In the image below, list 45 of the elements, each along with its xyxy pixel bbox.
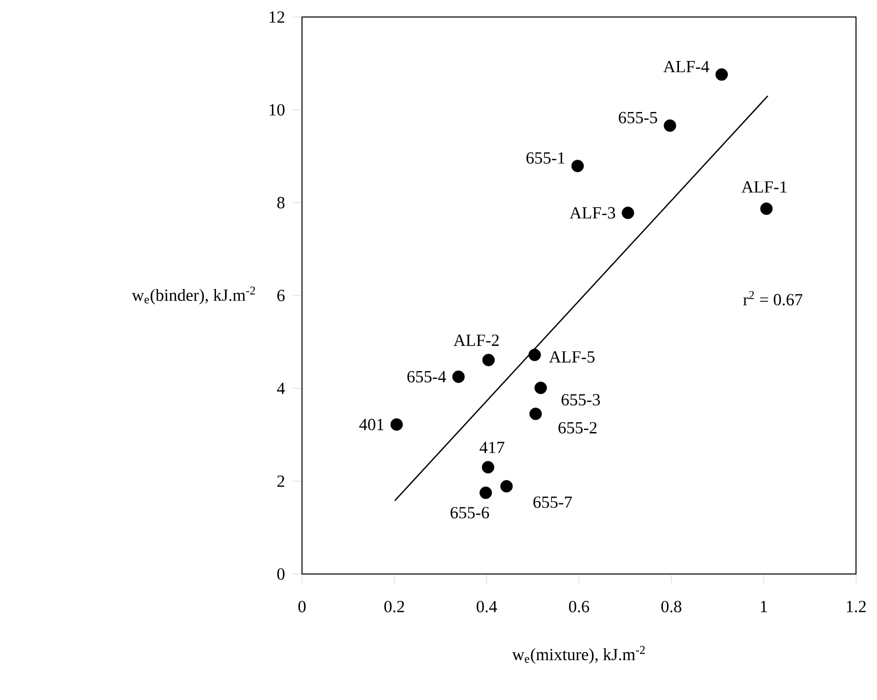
y-tick-label: 8 — [277, 196, 284, 208]
y-tick-label: 6 — [277, 290, 285, 302]
annotation: ALF-1 — [741, 181, 787, 192]
annotation: 655-7 — [533, 496, 572, 508]
point — [482, 354, 495, 366]
annotation: 655-4 — [407, 371, 446, 382]
point — [529, 408, 542, 420]
point — [622, 206, 634, 220]
annotation: 655-5 — [618, 112, 658, 124]
x-tick-label: 1.2 — [846, 600, 866, 612]
point — [390, 418, 403, 431]
annotation: 417 — [480, 442, 504, 454]
point — [534, 382, 547, 394]
x-tick-label: 1 — [760, 600, 767, 612]
x-tick-label: 0.4 — [476, 600, 498, 612]
y-axis-title: w$_{e}$(binder), kJ.m$^{-2}$ — [132, 286, 255, 304]
annotation: ALF-5 — [549, 351, 594, 363]
x-tick-label: 0 — [298, 600, 306, 612]
x-tick-label: 0.6 — [569, 600, 590, 612]
annotation: 655-3 — [562, 394, 600, 406]
annotation: 655-1 — [526, 152, 564, 164]
point — [664, 119, 676, 132]
y-tick-label: 4 — [276, 382, 285, 394]
point — [528, 348, 541, 362]
y-tick-label: 10 — [270, 104, 284, 116]
y-tick-label: 0 — [277, 568, 284, 580]
x-tick-label: 0.2 — [384, 600, 404, 612]
annotation: ALF-3 — [570, 207, 616, 219]
point — [480, 486, 492, 499]
y-tick-label: 2 — [277, 476, 284, 487]
point — [571, 160, 584, 172]
annotation: 401 — [359, 418, 384, 430]
point — [715, 68, 728, 81]
x-axis-title: w$_{e}$(mixture), kJ.m$^{-2}$ — [512, 646, 645, 664]
point — [452, 370, 465, 383]
annotation: 655-2 — [558, 422, 597, 434]
annotation: ALF-2 — [454, 334, 499, 346]
x-tick-label: 0.8 — [661, 600, 682, 612]
annotation: r$^{2}$ = 0.67 — [743, 291, 802, 306]
annotation: ALF-4 — [663, 60, 710, 72]
annotation: 655-6 — [450, 506, 490, 518]
point — [760, 202, 773, 215]
y-tick-label: 12 — [270, 11, 284, 23]
point — [500, 480, 513, 492]
point — [482, 461, 494, 474]
